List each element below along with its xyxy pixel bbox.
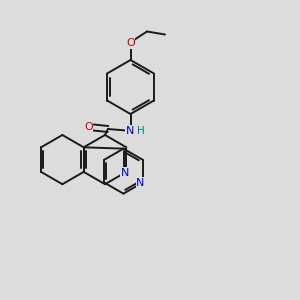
Text: N: N <box>121 167 129 178</box>
Text: N: N <box>125 125 134 136</box>
Text: H: H <box>137 126 145 136</box>
Text: N: N <box>136 178 145 188</box>
Text: O: O <box>84 122 93 133</box>
Text: O: O <box>126 38 135 49</box>
